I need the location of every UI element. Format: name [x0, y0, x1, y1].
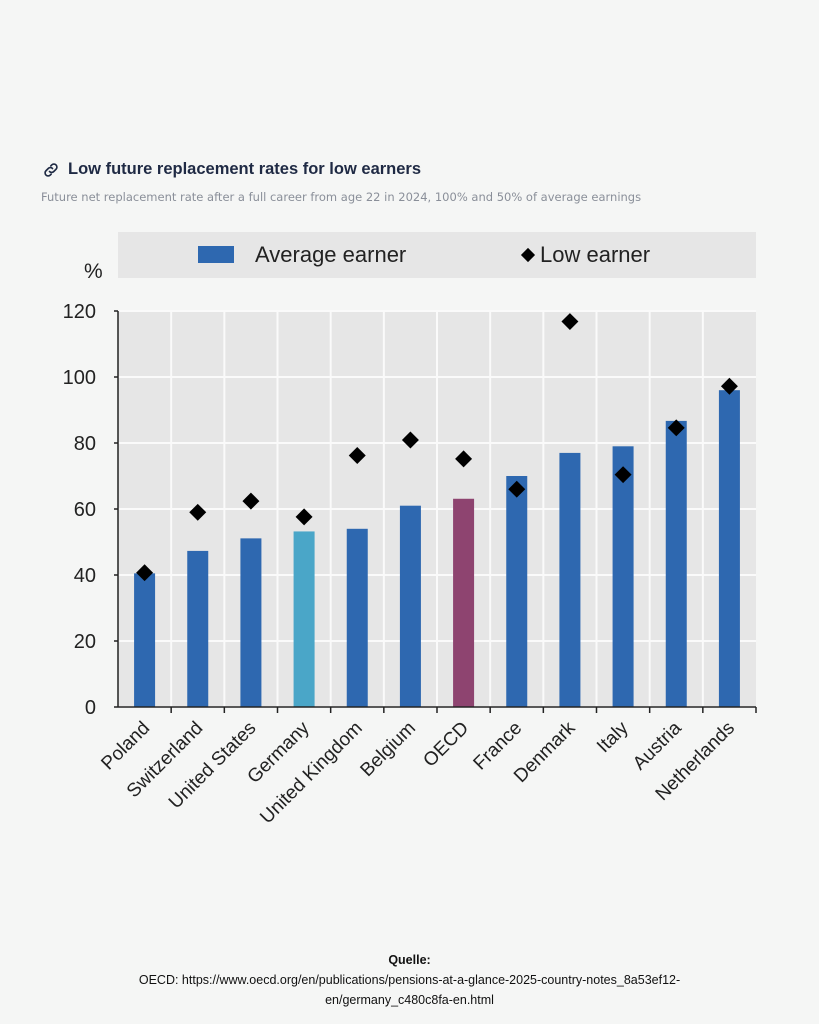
source-line-2: en/germany_c480c8fa-en.html [325, 993, 494, 1007]
bar-germany [293, 531, 315, 707]
low-earner-marker-poland [136, 564, 154, 582]
y-tick-label: 120 [63, 301, 96, 323]
legend-label-average: Average earner [255, 242, 407, 267]
source-line-1: OECD: https://www.oecd.org/en/publicatio… [138, 973, 681, 987]
low-earner-marker-italy [614, 466, 632, 484]
bar-united-kingdom [346, 528, 368, 707]
low-earner-marker-denmark [561, 313, 579, 331]
legend-label-low: Low earner [540, 242, 651, 267]
y-tick-label: 100 [63, 367, 96, 389]
y-tick-label: 20 [74, 631, 96, 653]
chart-subtitle: Future net replacement rate after a full… [41, 190, 642, 204]
bar-netherlands [718, 390, 740, 707]
chart-title: Low future replacement rates for low ear… [68, 160, 422, 178]
bar-belgium [399, 505, 421, 707]
y-tick-label: 0 [85, 697, 96, 719]
low-earner-marker-oecd [455, 450, 473, 468]
low-earner-marker-germany [295, 508, 313, 526]
bar-switzerland [187, 550, 209, 707]
y-tick-label: 80 [74, 433, 96, 455]
y-axis-unit: % [84, 260, 103, 283]
bar-poland [134, 573, 156, 707]
x-tick-label: Italy [593, 717, 633, 757]
low-earner-marker-switzerland [189, 503, 207, 521]
bar-austria [665, 420, 687, 707]
chart-title-row: Low future replacement rates for low ear… [42, 160, 421, 179]
x-tick-label: Belgium [357, 718, 420, 781]
low-earner-marker-france [508, 480, 526, 498]
source-label: Quelle: [388, 953, 431, 967]
bar-denmark [559, 452, 581, 707]
legend-swatch-average [198, 246, 234, 263]
y-tick-label: 40 [74, 565, 96, 587]
low-earner-marker-austria [667, 419, 685, 437]
bar-oecd [453, 498, 475, 707]
low-earner-marker-netherlands [720, 377, 738, 395]
bar-united-states [240, 538, 262, 707]
bar-italy [612, 446, 634, 707]
low-earner-marker-belgium [401, 431, 419, 449]
y-tick-label: 60 [74, 499, 96, 521]
low-earner-marker-united-kingdom [348, 447, 366, 465]
legend: Average earner Low earner [118, 232, 756, 278]
x-tick-label: OECD [419, 718, 473, 772]
link-icon[interactable] [42, 161, 60, 179]
bar-france [506, 476, 528, 707]
source-section: Quelle: OECD: https://www.oecd.org/en/pu… [0, 950, 819, 1010]
low-earner-marker-united-states [242, 492, 260, 510]
